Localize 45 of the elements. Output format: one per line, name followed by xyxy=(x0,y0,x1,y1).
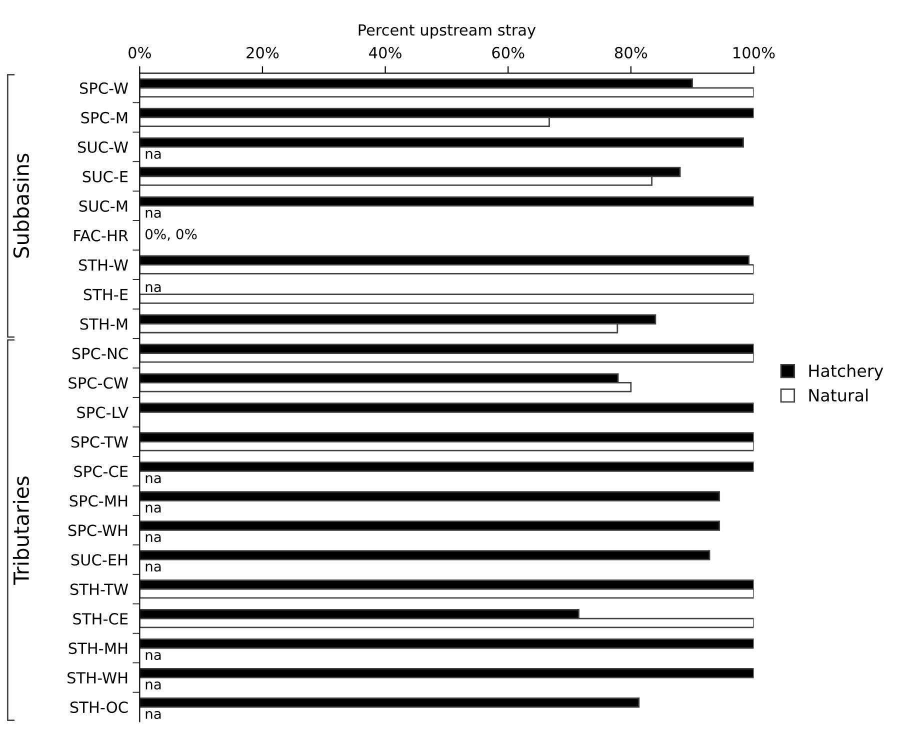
y-tick-label: SUC-M xyxy=(79,200,128,212)
y-tick-label: STH-WH xyxy=(68,672,128,684)
y-tick-label: SPC-NC xyxy=(72,348,128,360)
x-tick-label: 60% xyxy=(492,46,524,58)
text: na xyxy=(146,504,161,513)
y-tick-label: SPC-MH xyxy=(70,495,128,507)
text: na xyxy=(146,284,161,292)
text: na xyxy=(146,210,161,218)
y-tick-label: SUC-W xyxy=(78,141,128,153)
text: na xyxy=(146,564,161,572)
legend-label: Hatchery xyxy=(809,364,884,380)
y-tick-label: SUC-E xyxy=(82,170,128,182)
x-axis-title: Percent upstream stray xyxy=(358,24,536,39)
y-tick-label: STH-MH xyxy=(68,642,128,654)
text: na xyxy=(146,475,161,484)
y-tick-label: FAC-HR xyxy=(74,230,128,242)
y-tick-label: SPC-CW xyxy=(68,377,128,389)
annotation: 0%, 0% xyxy=(146,228,197,241)
y-tick-label: SPC-CE xyxy=(74,466,128,478)
y-tick-label: STH-E xyxy=(84,288,128,300)
y-tick-label: SPC-WH xyxy=(68,524,128,536)
x-tick-label: 100% xyxy=(734,46,775,58)
text: na xyxy=(146,711,161,719)
x-tick-label: 20% xyxy=(246,46,279,58)
y-tick-label: STH-TW xyxy=(70,584,128,596)
text: Tributaries xyxy=(12,476,30,585)
text: Subbasins xyxy=(12,154,30,258)
y-tick-label: SPC-TW xyxy=(71,436,128,448)
legend-label: Natural xyxy=(809,388,868,402)
y-tick-label: SUC-EH xyxy=(71,554,128,566)
y-tick-label: STH-OC xyxy=(70,701,128,714)
x-tick-label: 0% xyxy=(128,46,151,58)
y-tick-label: STH-CE xyxy=(73,613,128,625)
y-tick-label: STH-W xyxy=(79,259,128,271)
text: na xyxy=(146,652,161,660)
y-tick-label: STH-M xyxy=(80,318,128,330)
bar xyxy=(140,294,754,304)
text: na xyxy=(146,682,161,690)
y-tick-label: SPC-W xyxy=(80,82,128,94)
text: na xyxy=(146,150,161,159)
text: na xyxy=(146,534,161,542)
x-tick-label: 40% xyxy=(369,46,402,58)
y-tick-label: SPC-M xyxy=(81,112,128,124)
x-tick-label: 80% xyxy=(614,46,648,58)
y-tick-label: SPC-LV xyxy=(77,406,128,418)
